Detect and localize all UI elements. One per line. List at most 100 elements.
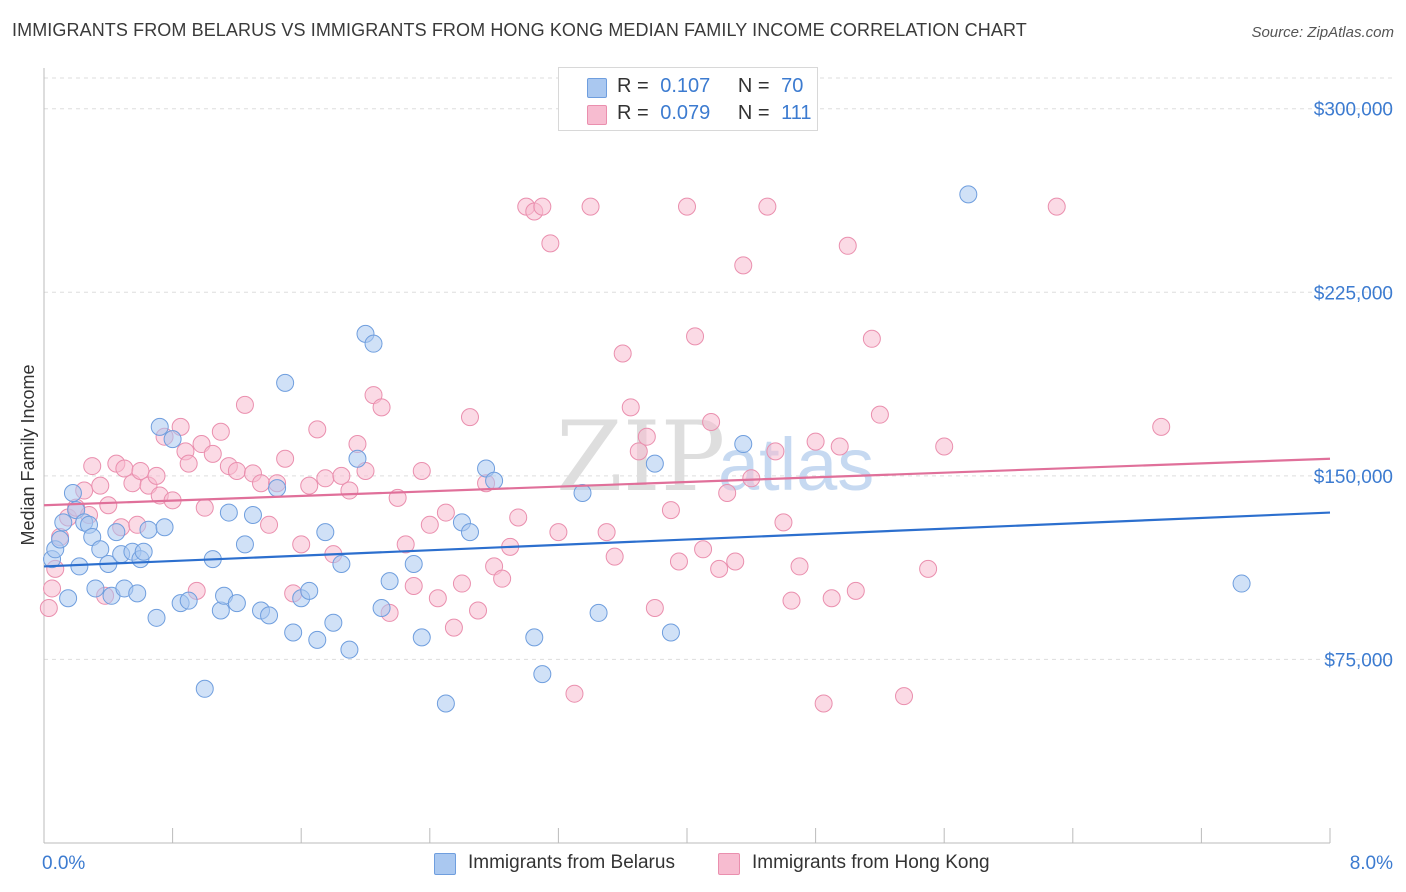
data-point-hong-kong bbox=[734, 256, 753, 275]
data-point-hong-kong bbox=[565, 684, 584, 703]
y-tick-label: $300,000 bbox=[1314, 100, 1393, 121]
data-point-belarus bbox=[107, 523, 126, 542]
data-point-hong-kong bbox=[870, 405, 889, 424]
data-point-belarus bbox=[364, 334, 383, 353]
data-point-hong-kong bbox=[292, 535, 311, 554]
legend-r-value-hong-kong: 0.079 bbox=[660, 102, 711, 124]
data-point-belarus bbox=[134, 542, 153, 561]
data-point-hong-kong bbox=[316, 469, 335, 488]
data-point-hong-kong bbox=[838, 236, 857, 255]
data-point-belarus bbox=[260, 606, 279, 625]
data-point-hong-kong bbox=[1047, 197, 1066, 216]
y-tick-labels: $75,000 $150,000 $225,000 $300,000 bbox=[1314, 100, 1393, 672]
series-belarus bbox=[43, 185, 1251, 713]
data-point-hong-kong bbox=[814, 694, 833, 713]
trend-line-hong-kong bbox=[43, 457, 1331, 507]
data-point-belarus bbox=[91, 540, 110, 559]
y-axis-label: Median Family Income bbox=[18, 364, 38, 545]
data-point-belarus bbox=[139, 520, 158, 539]
data-point-belarus bbox=[404, 554, 423, 573]
data-point-hong-kong bbox=[806, 432, 825, 451]
data-point-hong-kong bbox=[227, 461, 246, 480]
data-point-belarus bbox=[163, 430, 182, 449]
data-point-hong-kong bbox=[436, 503, 455, 522]
data-point-hong-kong bbox=[276, 449, 295, 468]
data-point-belarus bbox=[147, 608, 166, 627]
data-point-belarus bbox=[436, 694, 455, 713]
data-point-belarus bbox=[485, 471, 504, 490]
data-point-hong-kong bbox=[452, 574, 471, 593]
data-point-belarus bbox=[645, 454, 664, 473]
y-tick-label: $225,000 bbox=[1314, 283, 1393, 304]
trend-lines bbox=[43, 457, 1331, 568]
data-point-hong-kong bbox=[613, 344, 632, 363]
data-point-belarus bbox=[227, 594, 246, 613]
data-point-belarus bbox=[340, 640, 359, 659]
chart-title: IMMIGRANTS FROM BELARUS VS IMMIGRANTS FR… bbox=[12, 20, 1027, 40]
data-point-hong-kong bbox=[637, 427, 656, 446]
data-point-hong-kong bbox=[509, 508, 528, 527]
data-point-hong-kong bbox=[428, 589, 447, 608]
data-point-hong-kong bbox=[131, 461, 150, 480]
data-point-belarus bbox=[51, 530, 70, 549]
legend-n-value-hong-kong: 111 bbox=[781, 102, 812, 124]
data-point-belarus bbox=[316, 523, 335, 542]
data-point-hong-kong bbox=[581, 197, 600, 216]
data-point-hong-kong bbox=[300, 476, 319, 495]
data-point-hong-kong bbox=[718, 483, 737, 502]
data-point-belarus bbox=[150, 417, 169, 436]
data-point-hong-kong bbox=[629, 442, 648, 461]
data-point-belarus bbox=[195, 679, 214, 698]
data-point-hong-kong bbox=[260, 515, 279, 534]
data-point-belarus bbox=[1232, 574, 1251, 593]
data-point-hong-kong bbox=[147, 466, 166, 485]
data-point-hong-kong bbox=[43, 579, 62, 598]
data-point-belarus bbox=[276, 373, 295, 392]
data-point-hong-kong bbox=[99, 496, 118, 515]
data-point-hong-kong bbox=[332, 466, 351, 485]
data-point-hong-kong bbox=[372, 398, 391, 417]
legend-r-label: R = bbox=[617, 102, 649, 124]
data-point-hong-kong bbox=[235, 395, 254, 414]
data-point-hong-kong bbox=[758, 197, 777, 216]
data-point-belarus bbox=[332, 554, 351, 573]
data-point-hong-kong bbox=[460, 408, 479, 427]
data-point-hong-kong bbox=[621, 398, 640, 417]
data-point-belarus bbox=[155, 518, 174, 537]
data-point-belarus bbox=[380, 572, 399, 591]
data-point-hong-kong bbox=[203, 444, 222, 463]
data-point-hong-kong bbox=[91, 476, 110, 495]
data-point-hong-kong bbox=[822, 589, 841, 608]
data-point-hong-kong bbox=[541, 234, 560, 253]
data-point-belarus bbox=[63, 483, 82, 502]
data-point-belarus bbox=[235, 535, 254, 554]
data-point-belarus bbox=[573, 483, 592, 502]
legend-n-value-belarus: 70 bbox=[781, 75, 804, 97]
data-point-hong-kong bbox=[710, 559, 729, 578]
x-tick-labels: 0.0% 8.0% bbox=[42, 853, 1393, 874]
data-point-belarus bbox=[243, 506, 262, 525]
data-point-hong-kong bbox=[39, 599, 58, 618]
data-point-hong-kong bbox=[195, 498, 214, 517]
x-tick-label: 8.0% bbox=[1350, 853, 1393, 874]
data-point-hong-kong bbox=[533, 197, 552, 216]
stats-legend: R = 0.107 N = 70 R = 0.079 N = 111 bbox=[558, 67, 818, 131]
data-point-hong-kong bbox=[766, 442, 785, 461]
data-point-hong-kong bbox=[444, 618, 463, 637]
legend-r-value-belarus: 0.107 bbox=[660, 75, 711, 97]
data-point-hong-kong bbox=[404, 577, 423, 595]
data-point-hong-kong bbox=[935, 437, 954, 456]
data-point-hong-kong bbox=[686, 327, 705, 346]
data-point-belarus bbox=[268, 479, 287, 498]
data-point-hong-kong bbox=[661, 501, 680, 520]
data-point-belarus bbox=[54, 513, 73, 532]
data-point-hong-kong bbox=[469, 601, 488, 620]
data-point-belarus bbox=[412, 628, 431, 647]
data-point-hong-kong bbox=[669, 552, 688, 571]
bottom-legend-swatch-blue bbox=[434, 853, 456, 875]
data-point-hong-kong bbox=[702, 413, 721, 432]
data-point-belarus bbox=[348, 449, 367, 468]
legend-n-label: N = bbox=[737, 102, 770, 124]
data-point-hong-kong bbox=[726, 552, 745, 571]
